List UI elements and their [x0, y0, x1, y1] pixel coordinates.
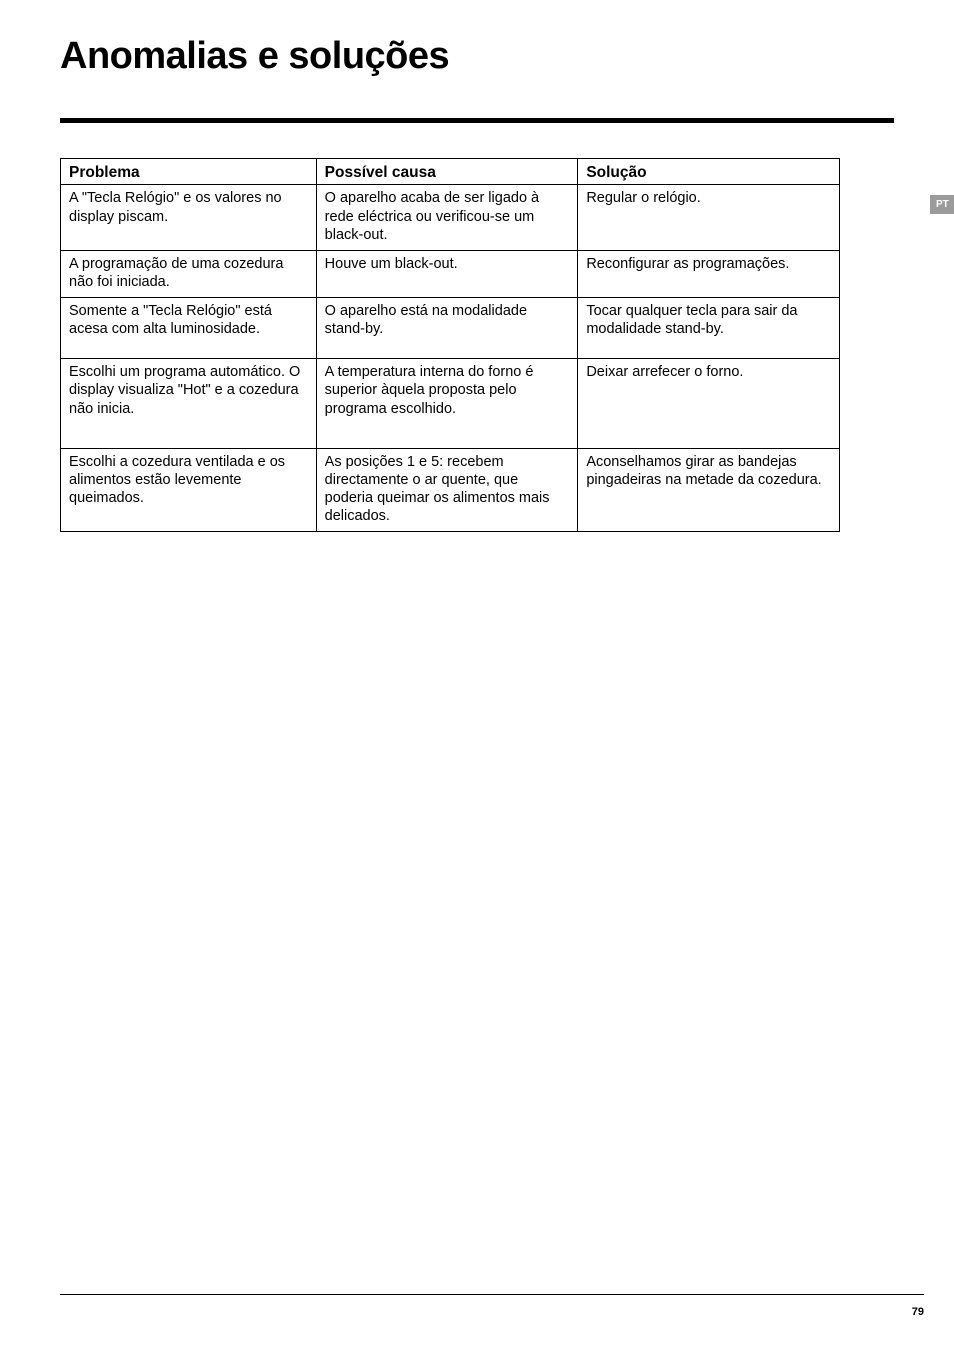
- cell-causa: A temperatura interna do forno é superio…: [316, 359, 578, 448]
- header-causa: Possível causa: [316, 159, 578, 185]
- cell-problema: Escolhi a cozedura ventilada e os alimen…: [61, 448, 317, 532]
- cell-solucao: Tocar qualquer tecla para sair da modali…: [578, 298, 840, 359]
- header-solucao: Solução: [578, 159, 840, 185]
- cell-problema: A "Tecla Relógio" e os valores no displa…: [61, 185, 317, 250]
- table-header-row: Problema Possível causa Solução: [61, 159, 840, 185]
- cell-problema: Somente a "Tecla Relógio" está acesa com…: [61, 298, 317, 359]
- troubleshooting-table: Problema Possível causa Solução A "Tecla…: [60, 158, 840, 532]
- cell-problema: A programação de uma cozedura não foi in…: [61, 250, 317, 297]
- cell-problema: Escolhi um programa automático. O displa…: [61, 359, 317, 448]
- table-row: Escolhi a cozedura ventilada e os alimen…: [61, 448, 840, 532]
- cell-solucao: Reconfigurar as programações.: [578, 250, 840, 297]
- footer-rule: [60, 1294, 924, 1295]
- table-row: A "Tecla Relógio" e os valores no displa…: [61, 185, 840, 250]
- cell-causa: Houve um black-out.: [316, 250, 578, 297]
- language-tab: PT: [930, 195, 954, 214]
- title-rule: [60, 118, 894, 123]
- cell-causa: O aparelho está na modalidade stand-by.: [316, 298, 578, 359]
- cell-causa: As posições 1 e 5: recebem directamente …: [316, 448, 578, 532]
- page-number: 79: [912, 1306, 924, 1318]
- table-row: A programação de uma cozedura não foi in…: [61, 250, 840, 297]
- cell-solucao: Aconselhamos girar as bandejas pingadeir…: [578, 448, 840, 532]
- table-row: Escolhi um programa automático. O displa…: [61, 359, 840, 448]
- cell-solucao: Deixar arrefecer o forno.: [578, 359, 840, 448]
- page-title: Anomalias e soluções: [60, 35, 894, 78]
- cell-causa: O aparelho acaba de ser ligado à rede el…: [316, 185, 578, 250]
- table-row: Somente a "Tecla Relógio" está acesa com…: [61, 298, 840, 359]
- header-problema: Problema: [61, 159, 317, 185]
- page-container: Anomalias e soluções PT Problema Possíve…: [0, 0, 954, 1350]
- cell-solucao: Regular o relógio.: [578, 185, 840, 250]
